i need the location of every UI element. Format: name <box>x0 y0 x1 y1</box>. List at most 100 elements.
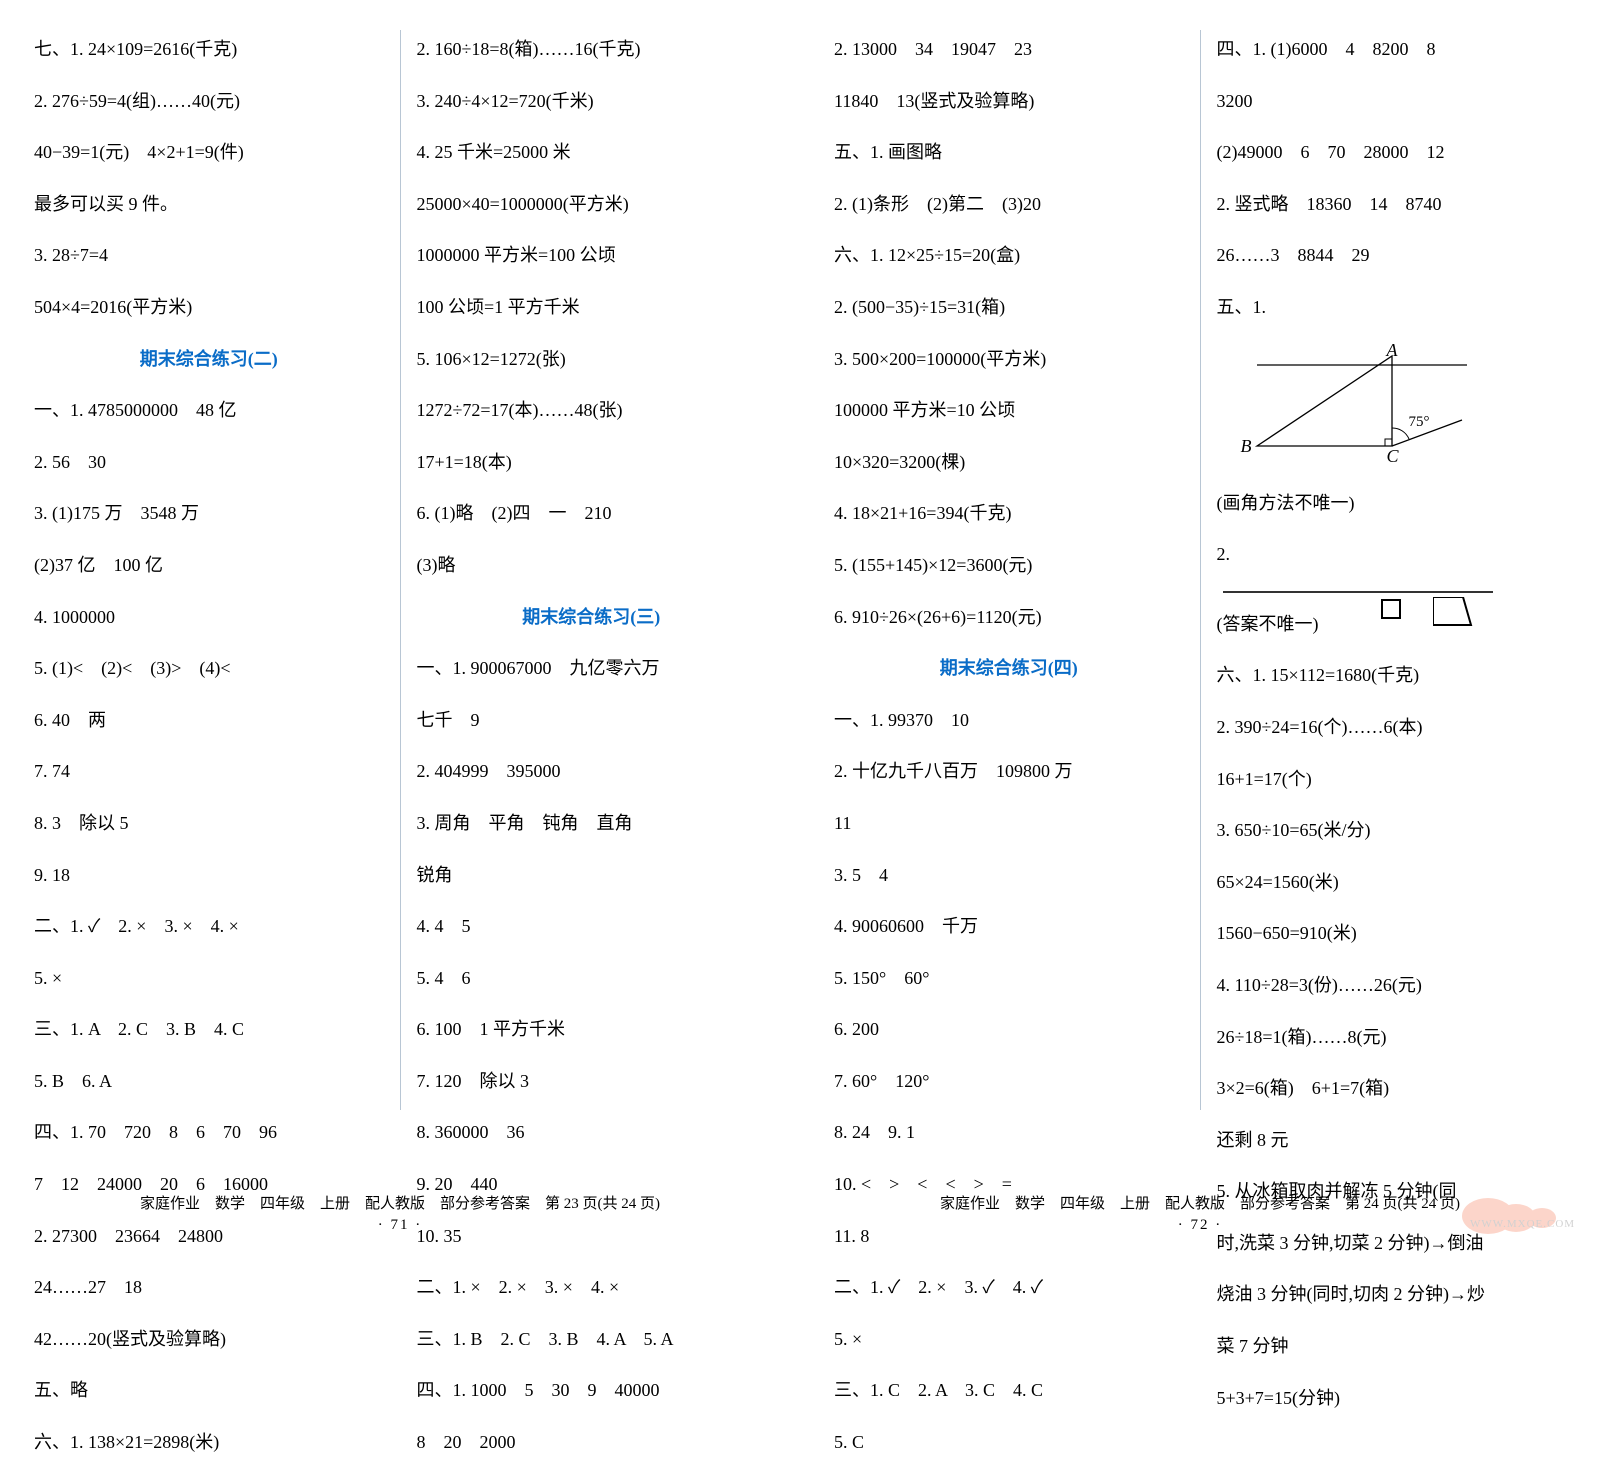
text-line: (画角方法不唯一) <box>1217 484 1567 524</box>
text-line: 五、1. 画图略 <box>834 133 1184 173</box>
text-line: 65×24=1560(米) <box>1217 863 1567 903</box>
text-line: 1560−650=910(米) <box>1217 914 1567 954</box>
text-line: 5. (1)< (2)< (3)> (4)< <box>34 649 384 689</box>
text-line: 一、1. 4785000000 48 亿 <box>34 391 384 431</box>
text-line: 4. 25 千米=25000 米 <box>417 133 767 173</box>
text-line: 四、1. 1000 5 30 9 40000 <box>417 1371 767 1411</box>
tri-label-c: C <box>1387 446 1399 467</box>
right-col2: 四、1. (1)6000 4 8200 8 3200 (2)49000 6 70… <box>1203 30 1581 1204</box>
section-heading: 期末综合练习(三) <box>417 598 767 638</box>
text-line: 四、1. 70 720 8 6 70 96 <box>34 1113 384 1153</box>
left-col2: 2. 160÷18=8(箱)……16(千克) 3. 240÷4×12=720(千… <box>403 30 781 1204</box>
text-line: 24……27 18 <box>34 1268 384 1308</box>
text-line: 2. 13000 34 19047 23 <box>834 30 1184 70</box>
left-col1: 七、1. 24×109=2616(千克) 2. 276÷59=4(组)……40(… <box>20 30 398 1204</box>
text-line: 1000000 平方米=100 公顷 <box>417 236 767 276</box>
text-line: 11840 13(竖式及验算略) <box>834 82 1184 122</box>
text-line: 三、1. B 2. C 3. B 4. A 5. A <box>417 1320 767 1360</box>
text-line: 5. 106×12=1272(张) <box>417 340 767 380</box>
footer-left: 家庭作业 数学 四年级 上册 配人教版 部分参考答案 第 23 页(共 24 页… <box>0 1194 800 1236</box>
text-line: 10×320=3200(棵) <box>834 443 1184 483</box>
right-col1: 2. 13000 34 19047 23 11840 13(竖式及验算略) 五、… <box>820 30 1198 1204</box>
text-line: 6. 910÷26×(26+6)=1120(元) <box>834 598 1184 638</box>
text-line: 七千 9 <box>417 701 767 741</box>
text-line: 3×2=6(箱) 6+1=7(箱) <box>1217 1069 1567 1109</box>
text-line: 五、1. <box>1217 288 1567 328</box>
text-line: 2. 56 30 <box>34 443 384 483</box>
text-line: 3. 5 4 <box>834 856 1184 896</box>
text-line: 锐角 <box>417 856 767 896</box>
footer-page-number: · 71 · <box>0 1215 800 1236</box>
text-line: 7. 120 除以 3 <box>417 1062 767 1102</box>
text-line: 烧油 3 分钟(同时,切肉 2 分钟)→炒 <box>1217 1275 1567 1315</box>
text-line: 42……20(竖式及验算略) <box>34 1320 384 1360</box>
text-line: 一、1. 900067000 九亿零六万 <box>417 649 767 689</box>
text-line: 5. × <box>834 1320 1184 1360</box>
page-right: 2. 13000 34 19047 23 11840 13(竖式及验算略) 五、… <box>800 0 1600 1264</box>
text-line: 3. 周角 平角 钝角 直角 <box>417 804 767 844</box>
grid-trap-svg <box>1433 597 1477 631</box>
text-line: 5. (155+145)×12=3600(元) <box>834 546 1184 586</box>
text-line: 还剩 8 元 <box>1217 1121 1567 1161</box>
text-line: 5. B 6. A <box>34 1062 384 1102</box>
grid-square-shape <box>1381 599 1401 619</box>
text-line: 9. 18 <box>34 856 384 896</box>
text-line: 4. 18×21+16=394(千克) <box>834 494 1184 534</box>
text-line: 25000×40=1000000(平方米) <box>417 185 767 225</box>
text-line: 6. 100 1 平方千米 <box>417 1010 767 1050</box>
column-divider <box>400 30 401 1110</box>
text-line: 4. 110÷28=3(份)……26(元) <box>1217 966 1567 1006</box>
tri-arc <box>1392 428 1409 439</box>
text-line: 菜 7 分钟 <box>1217 1327 1567 1367</box>
text-line: 16+1=17(个) <box>1217 760 1567 800</box>
text-line: 二、1. ✓ 2. × 3. × 4. × <box>34 907 384 947</box>
text-line: 8. 360000 36 <box>417 1113 767 1153</box>
text-line: 三、1. A 2. C 3. B 4. C <box>34 1010 384 1050</box>
text-line: 504×4=2016(平方米) <box>34 288 384 328</box>
footer-text: 家庭作业 数学 四年级 上册 配人教版 部分参考答案 第 23 页(共 24 页… <box>0 1194 800 1215</box>
page-right-inner: 2. 13000 34 19047 23 11840 13(竖式及验算略) 五、… <box>820 30 1580 1204</box>
text-line: 3. (1)175 万 3548 万 <box>34 494 384 534</box>
text-line: 2. 404999 395000 <box>417 752 767 792</box>
text-line: 8. 24 9. 1 <box>834 1113 1184 1153</box>
text-line: 3. 240÷4×12=720(千米) <box>417 82 767 122</box>
text-line: 一、1. 99370 10 <box>834 701 1184 741</box>
text-line: 17+1=18(本) <box>417 443 767 483</box>
text-line: 2. (500−35)÷15=31(箱) <box>834 288 1184 328</box>
text-line: (2)37 亿 100 亿 <box>34 546 384 586</box>
text-line: 11 <box>834 804 1184 844</box>
column-divider <box>1200 30 1201 1110</box>
text-line: 5. × <box>34 959 384 999</box>
text-line: 二、1. ✓ 2. × 3. ✓ 4. ✓ <box>834 1268 1184 1308</box>
text-line: 100 公顷=1 平方千米 <box>417 288 767 328</box>
text-line: 26……3 8844 29 <box>1217 236 1567 276</box>
text-line: 三、1. C 2. A 3. C 4. C <box>834 1371 1184 1411</box>
text-line: 6. 200 <box>834 1010 1184 1050</box>
text-line: (3)略 <box>417 546 767 586</box>
text-line: 六、1. 138×21=2898(米) <box>34 1423 384 1463</box>
text-line: 5. 150° 60° <box>834 959 1184 999</box>
text-line: 二、1. × 2. × 3. × 4. × <box>417 1268 767 1308</box>
text-line: 最多可以买 9 件。 <box>34 185 384 225</box>
text-line: 七、1. 24×109=2616(千克) <box>34 30 384 70</box>
text-line: 7. 60° 120° <box>834 1062 1184 1102</box>
watermark-icon: WWW.MXQE.COM <box>1462 1190 1572 1242</box>
tri-label-b: B <box>1241 436 1252 457</box>
right-angle-mark <box>1385 439 1392 446</box>
grid-background <box>1223 591 1493 593</box>
text-line: 2. 十亿九千八百万 109800 万 <box>834 752 1184 792</box>
text-line: 六、1. 15×112=1680(千克) <box>1217 656 1567 696</box>
text-line: 4. 1000000 <box>34 598 384 638</box>
text-line: 100000 平方米=10 公顷 <box>834 391 1184 431</box>
text-line: 2. (1)条形 (2)第二 (3)20 <box>834 185 1184 225</box>
text-line: 五、略 <box>34 1371 384 1411</box>
text-line: 5. C <box>834 1423 1184 1463</box>
text-line: 5. 4 6 <box>417 959 767 999</box>
text-line: (2)49000 6 70 28000 12 <box>1217 133 1567 173</box>
text-line: 4. 4 5 <box>417 907 767 947</box>
text-line: 40−39=1(元) 4×2+1=9(件) <box>34 133 384 173</box>
text-line: 8 20 2000 <box>417 1423 767 1463</box>
text-line: 2. 390÷24=16(个)……6(本) <box>1217 708 1567 748</box>
grid-trap-shape <box>1433 597 1471 625</box>
text-line: 四、1. (1)6000 4 8200 8 <box>1217 30 1567 70</box>
